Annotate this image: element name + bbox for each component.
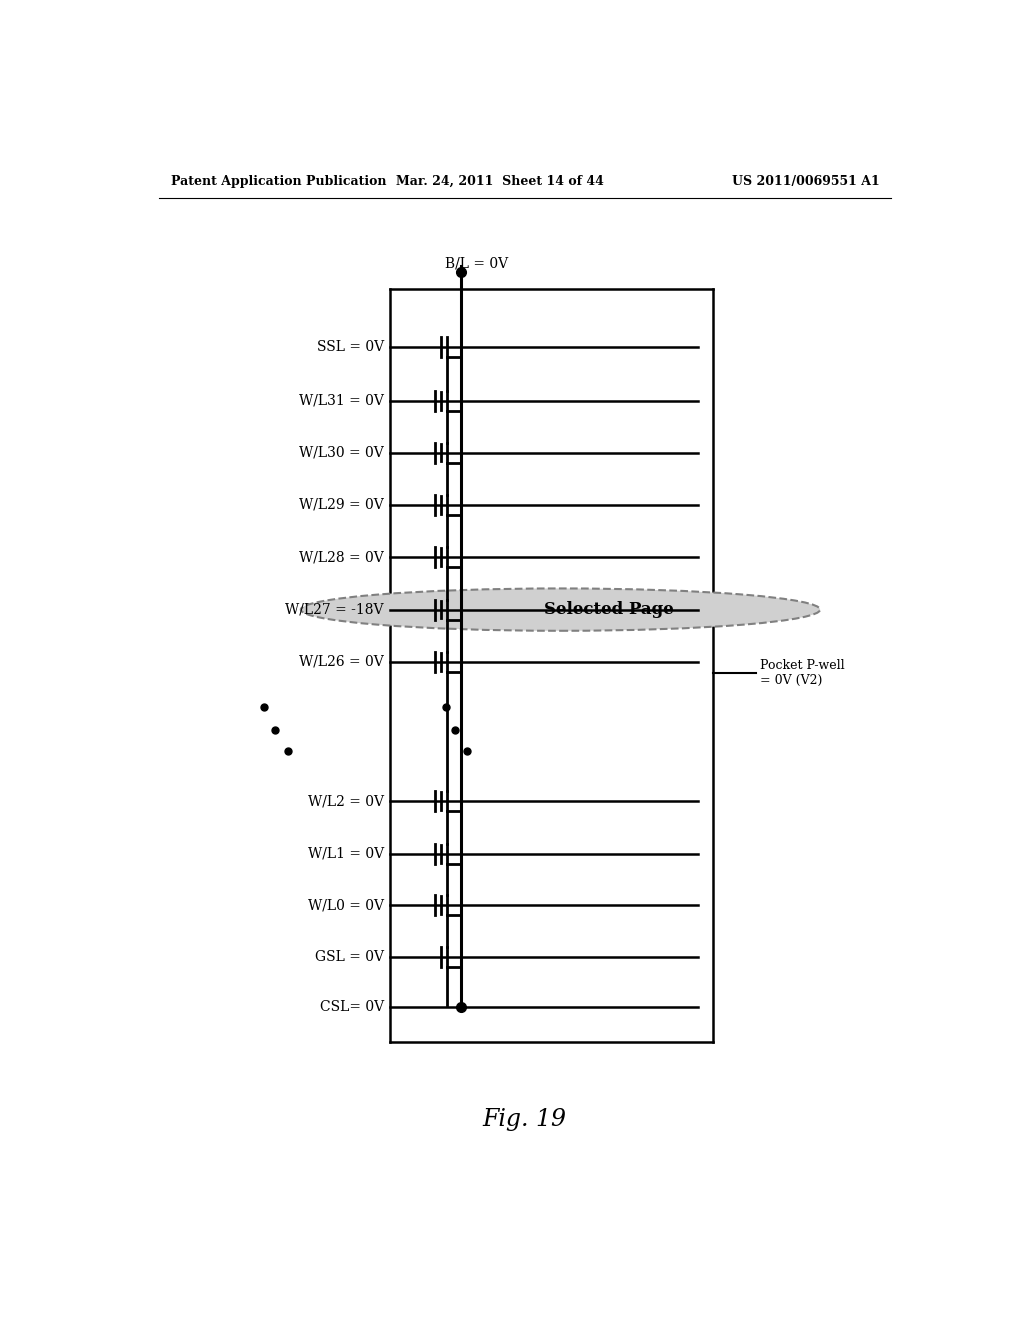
Text: W/L1 = 0V: W/L1 = 0V <box>307 846 384 861</box>
Text: W/L2 = 0V: W/L2 = 0V <box>308 795 384 808</box>
Text: Fig. 19: Fig. 19 <box>482 1107 567 1131</box>
Text: W/L28 = 0V: W/L28 = 0V <box>299 550 384 564</box>
Text: Pocket P-well
= 0V (V2): Pocket P-well = 0V (V2) <box>760 659 844 686</box>
Text: Selected Page: Selected Page <box>544 601 674 618</box>
Text: CSL= 0V: CSL= 0V <box>319 1001 384 1014</box>
Text: W/L26 = 0V: W/L26 = 0V <box>299 655 384 669</box>
Text: W/L31 = 0V: W/L31 = 0V <box>299 393 384 408</box>
Ellipse shape <box>301 589 820 631</box>
Text: W/L29 = 0V: W/L29 = 0V <box>299 498 384 512</box>
Text: W/L27 = -18V: W/L27 = -18V <box>286 603 384 616</box>
Text: Mar. 24, 2011  Sheet 14 of 44: Mar. 24, 2011 Sheet 14 of 44 <box>396 176 604 187</box>
Text: US 2011/0069551 A1: US 2011/0069551 A1 <box>732 176 880 187</box>
Text: GSL = 0V: GSL = 0V <box>314 950 384 964</box>
Text: W/L30 = 0V: W/L30 = 0V <box>299 446 384 459</box>
Text: B/L = 0V: B/L = 0V <box>445 256 508 271</box>
Text: W/L0 = 0V: W/L0 = 0V <box>308 899 384 912</box>
Text: Patent Application Publication: Patent Application Publication <box>171 176 386 187</box>
Text: SSL = 0V: SSL = 0V <box>316 341 384 354</box>
